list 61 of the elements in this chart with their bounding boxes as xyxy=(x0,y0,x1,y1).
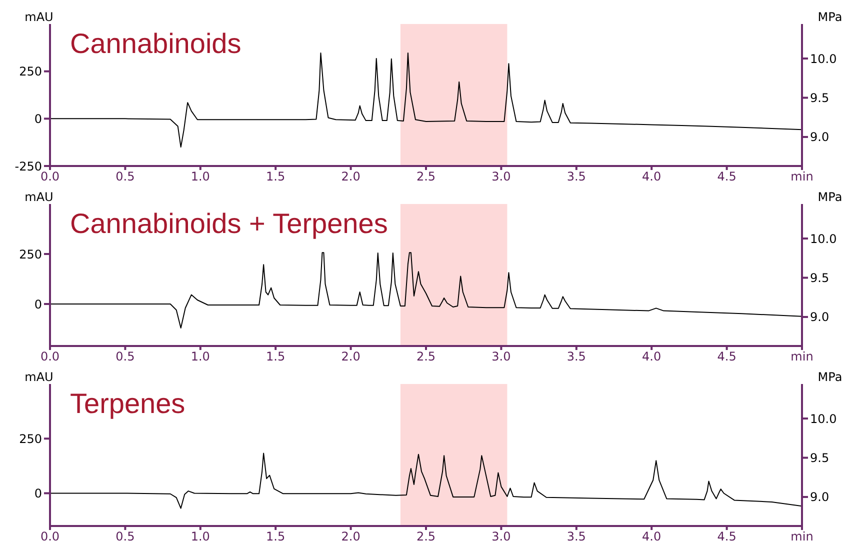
line-series xyxy=(50,452,802,509)
x-tick-label: 3.0 xyxy=(492,530,511,544)
x-tick-label: 0.5 xyxy=(116,350,135,364)
y2-axis-title: MPa xyxy=(818,370,842,384)
x-tick-label: 0.0 xyxy=(40,530,60,544)
x-tick-label: min xyxy=(790,350,814,364)
x-tick-label: 1.5 xyxy=(266,530,286,544)
x-tick-label: 1.5 xyxy=(266,170,286,184)
x-tick-label: 2.5 xyxy=(416,530,436,544)
x-tick-label: 3.5 xyxy=(566,350,586,364)
line-series xyxy=(50,252,802,328)
x-tick-label: 0.0 xyxy=(40,350,60,364)
x-tick-label: 3.0 xyxy=(492,170,511,184)
x-tick-label: 0.5 xyxy=(116,170,135,184)
x-tick-label: 2.5 xyxy=(416,170,436,184)
y2-tick-label: 9.5 xyxy=(810,91,830,106)
y2-tick-label: 10.0 xyxy=(810,412,837,426)
y-axis-title: mAU xyxy=(24,370,54,384)
x-tick-label: 3.5 xyxy=(566,530,586,544)
y2-tick-label: 10.0 xyxy=(810,232,837,246)
x-tick-label: 1.0 xyxy=(190,350,210,364)
y2-tick-label: 9.0 xyxy=(810,310,830,324)
x-tick-label: 2.5 xyxy=(416,350,436,364)
x-tick-label: 0.0 xyxy=(40,170,60,184)
x-tick-label: 4.5 xyxy=(717,530,736,544)
x-tick-label: 1.5 xyxy=(266,350,286,364)
x-tick-label: 4.0 xyxy=(642,350,662,364)
chart-title: Cannabinoids xyxy=(70,28,242,60)
x-tick-label: min xyxy=(790,530,814,544)
x-tick-label: 0.5 xyxy=(116,530,135,544)
y-tick-label: 250 xyxy=(19,247,42,262)
y2-tick-label: 9.0 xyxy=(810,490,830,504)
y-tick-label: 250 xyxy=(19,64,42,79)
chart-title: Cannabinoids + Terpenes xyxy=(70,208,388,240)
x-tick-label: 2.0 xyxy=(341,350,360,364)
x-tick-label: 4.5 xyxy=(717,350,736,364)
y2-axis-title: MPa xyxy=(818,10,842,24)
x-tick-label: 4.0 xyxy=(642,170,662,184)
y-axis-title: mAU xyxy=(24,10,54,24)
x-tick-label: 4.5 xyxy=(717,170,736,184)
x-tick-label: 1.0 xyxy=(190,530,210,544)
y2-axis-title: MPa xyxy=(818,190,842,204)
x-tick-label: 3.0 xyxy=(492,350,511,364)
x-tick-label: 2.0 xyxy=(341,530,360,544)
x-tick-label: 4.0 xyxy=(642,530,662,544)
x-tick-label: 2.0 xyxy=(341,170,360,184)
y2-tick-label: 10.0 xyxy=(810,52,837,66)
chart-title: Terpenes xyxy=(70,388,186,420)
y-axis-title: mAU xyxy=(24,190,54,204)
y2-tick-label: 9.5 xyxy=(810,451,830,466)
y-tick-label: 0 xyxy=(34,112,42,126)
y-tick-label: -250 xyxy=(14,159,42,174)
x-tick-label: 3.5 xyxy=(566,170,586,184)
x-tick-label: 1.0 xyxy=(190,170,210,184)
line-series xyxy=(50,52,802,148)
y-tick-label: 0 xyxy=(34,486,42,500)
y2-tick-label: 9.0 xyxy=(810,130,830,144)
y-tick-label: 250 xyxy=(19,432,42,446)
y-tick-label: 0 xyxy=(34,297,42,312)
y2-tick-label: 9.5 xyxy=(810,271,830,286)
x-tick-label: min xyxy=(790,170,814,184)
